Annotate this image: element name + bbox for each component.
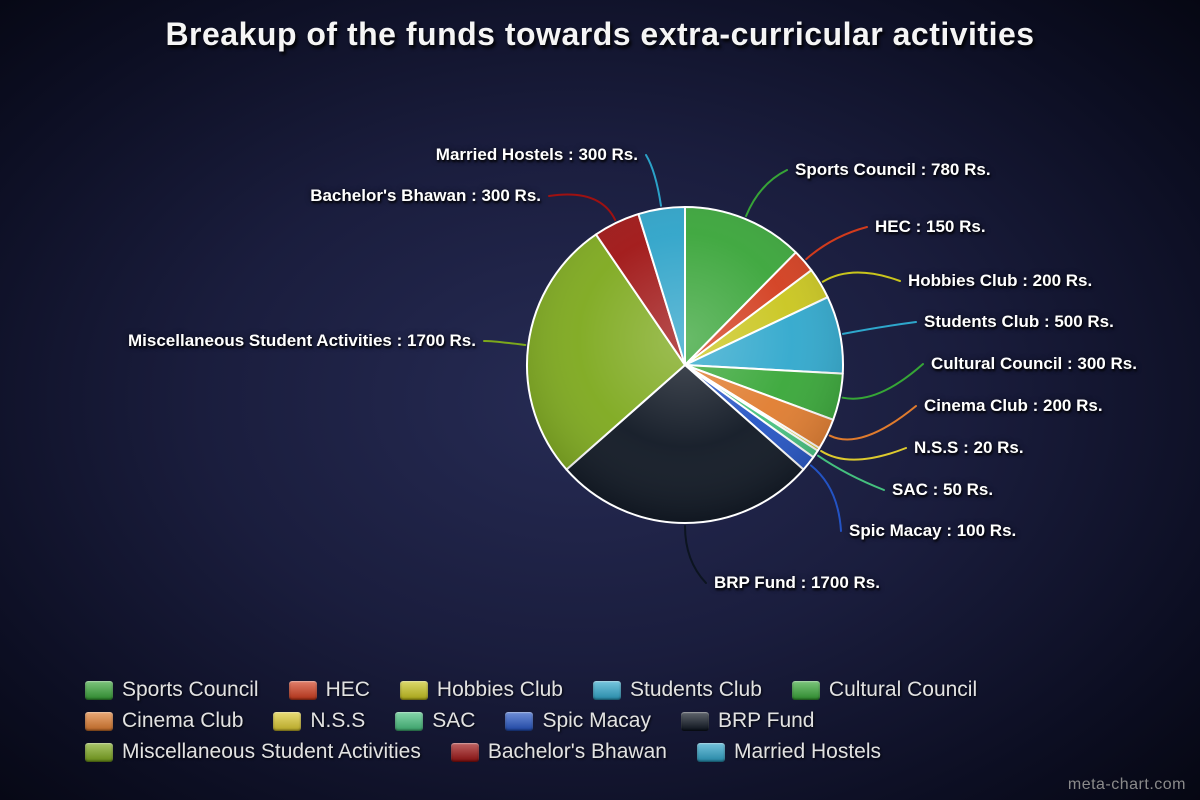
leader-line-brp-fund [684, 525, 707, 584]
legend-label-students-club: Students Club [629, 678, 762, 701]
pie-gloss-overlay [528, 208, 842, 522]
legend-label-miscellaneous-student-activities: Miscellaneous Student Activities [122, 740, 421, 763]
callout-n-s-s: N.S.S : 20 Rs. [914, 438, 1024, 457]
legend-swatch-spic-macay [505, 711, 534, 731]
leader-line-hec [805, 226, 868, 261]
leader-lines-group [483, 154, 924, 584]
legend-swatch-sac [395, 711, 424, 731]
legend-label-bachelor-s-bhawan: Bachelor's Bhawan [487, 740, 667, 763]
legend-swatch-students-club [592, 680, 621, 700]
legend-label-cinema-club: Cinema Club [122, 709, 244, 732]
legend-item-married-hostels: Married Hostels [696, 740, 881, 764]
legend-item-miscellaneous-student-activities: Miscellaneous Student Activities [85, 740, 421, 764]
legend-label-sports-council: Sports Council [122, 678, 259, 701]
legend-item-students-club: Students Club [592, 678, 762, 702]
legend-swatch-hec [288, 680, 317, 700]
leader-line-cinema-club [828, 405, 917, 441]
watermark: meta-chart.com [1067, 776, 1186, 793]
legend-item-sac: SAC [395, 709, 475, 733]
leader-line-hobbies-club [821, 271, 901, 283]
legend-swatch-brp-fund [680, 711, 709, 731]
legend-label-spic-macay: Spic Macay [542, 709, 651, 732]
legend-label-hobbies-club: Hobbies Club [436, 678, 563, 701]
chart-title: Breakup of the funds towards extra-curri… [165, 16, 1035, 52]
legend-swatch-cinema-club [85, 711, 113, 731]
legend-label-married-hostels: Married Hostels [733, 740, 881, 763]
leader-line-n-s-s [820, 447, 907, 461]
legend-label-brp-fund: BRP Fund [717, 709, 815, 732]
callout-married-hostels: Married Hostels : 300 Rs. [435, 145, 638, 164]
legend-swatch-married-hostels [696, 742, 725, 762]
leader-line-sports-council [745, 169, 788, 218]
legend-item-hobbies-club: Hobbies Club [399, 678, 563, 702]
legend-swatch-n-s-s [273, 711, 302, 731]
callout-hec: HEC : 150 Rs. [875, 217, 986, 236]
legend-label-sac: SAC [432, 709, 476, 732]
legend-swatch-hobbies-club [399, 680, 428, 700]
legend-item-sports-council: Sports Council [85, 678, 259, 702]
callout-cinema-club: Cinema Club : 200 Rs. [924, 396, 1103, 415]
legend-swatch-cultural-council [791, 680, 820, 700]
callout-bachelor-s-bhawan: Bachelor's Bhawan : 300 Rs. [310, 186, 541, 205]
leader-line-cultural-council [841, 363, 924, 400]
leader-line-married-hostels [645, 154, 662, 207]
legend-label-hec: HEC [325, 678, 370, 701]
legend-item-cinema-club: Cinema Club [85, 709, 243, 733]
leader-line-sac [817, 454, 885, 491]
leader-line-miscellaneous-student-activities [483, 339, 527, 346]
callout-miscellaneous-student-activities: Miscellaneous Student Activities : 1700 … [128, 331, 476, 350]
callout-spic-macay: Spic Macay : 100 Rs. [849, 521, 1017, 540]
legend-item-cultural-council: Cultural Council [791, 678, 978, 702]
legend-item-spic-macay: Spic Macay [505, 709, 651, 733]
legend-item-brp-fund: BRP Fund [680, 709, 815, 733]
legend: Sports Council HEC Hobbies Club Students Cl… [85, 678, 1145, 764]
leader-line-students-club [841, 321, 917, 335]
callout-brp-fund: BRP Fund : 1700 Rs. [714, 573, 880, 592]
callout-sports-council: Sports Council : 780 Rs. [795, 160, 991, 179]
legend-item-hec: HEC [288, 678, 370, 702]
callout-sac: SAC : 50 Rs. [892, 480, 994, 499]
legend-item-bachelor-s-bhawan: Bachelor's Bhawan [450, 740, 667, 764]
legend-swatch-bachelor-s-bhawan [450, 742, 479, 762]
callout-cultural-council: Cultural Council : 300 Rs. [931, 354, 1137, 373]
callout-students-club: Students Club : 500 Rs. [924, 312, 1114, 331]
legend-swatch-sports-council [85, 680, 113, 700]
leader-line-bachelor-s-bhawan [548, 193, 617, 221]
legend-label-cultural-council: Cultural Council [828, 678, 978, 701]
legend-item-n-s-s: N.S.S [273, 709, 365, 733]
leader-line-spic-macay [809, 464, 842, 532]
legend-swatch-miscellaneous-student-activities [85, 742, 113, 762]
callout-hobbies-club: Hobbies Club : 200 Rs. [908, 271, 1093, 290]
legend-label-n-s-s: N.S.S [310, 709, 366, 732]
